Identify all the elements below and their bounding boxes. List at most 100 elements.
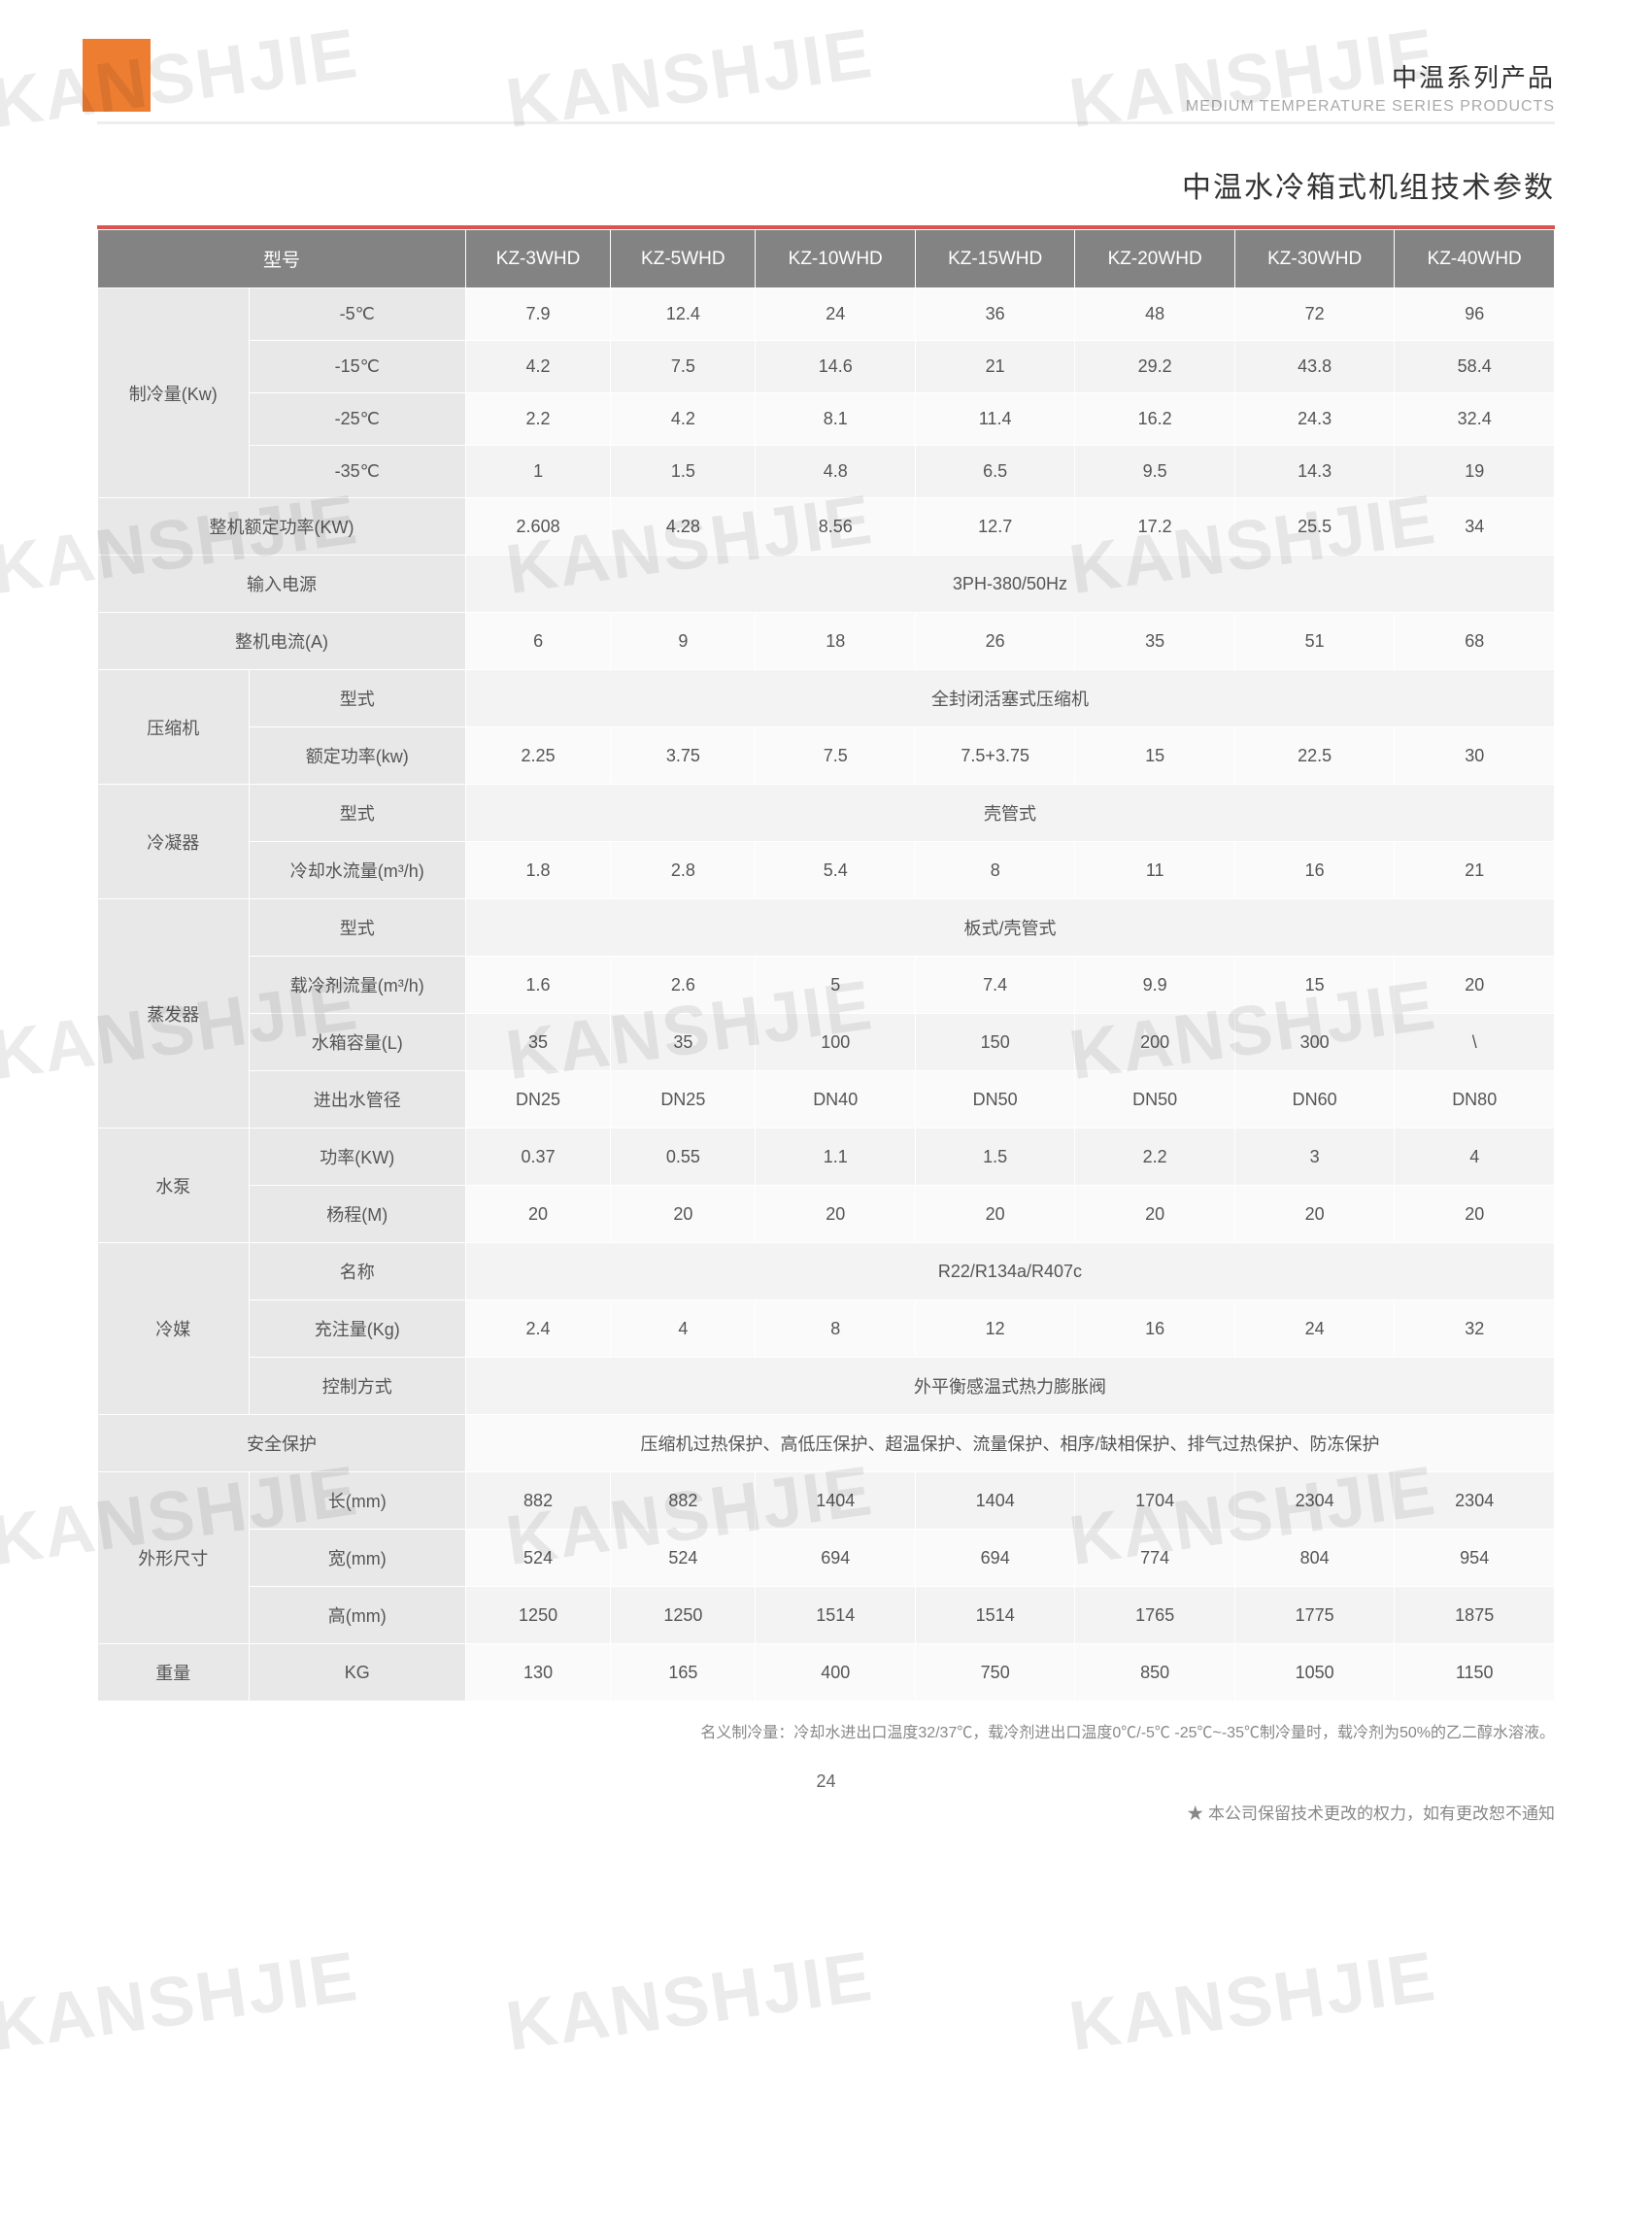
value-cell: 1875: [1395, 1587, 1555, 1644]
value-cell: 22.5: [1234, 727, 1394, 785]
table-row: 水箱容量(L)3535100150200300\: [98, 1014, 1555, 1071]
col-model: KZ-40WHD: [1395, 230, 1555, 288]
row-group: 冷媒: [98, 1243, 250, 1415]
value-cell: 9.5: [1075, 446, 1234, 498]
value-cell: 774: [1075, 1530, 1234, 1587]
table-body: 制冷量(Kw)-5℃7.912.42436487296-15℃4.27.514.…: [98, 288, 1555, 1702]
row-label: 控制方式: [249, 1358, 465, 1415]
table-row: 制冷量(Kw)-5℃7.912.42436487296: [98, 288, 1555, 341]
merged-cell: 外平衡感温式热力膨胀阀: [465, 1358, 1554, 1415]
value-cell: 8: [915, 842, 1074, 899]
value-cell: 2.2: [465, 393, 610, 446]
row-label: -5℃: [249, 288, 465, 341]
value-cell: 20: [465, 1186, 610, 1243]
value-cell: 954: [1395, 1530, 1555, 1587]
value-cell: 7.9: [465, 288, 610, 341]
value-cell: 804: [1234, 1530, 1394, 1587]
table-row: 宽(mm)524524694694774804954: [98, 1530, 1555, 1587]
value-cell: 100: [756, 1014, 915, 1071]
value-cell: 29.2: [1075, 341, 1234, 393]
value-cell: 12.4: [611, 288, 756, 341]
value-cell: 0.55: [611, 1129, 756, 1186]
page-header: 中温系列产品 MEDIUM TEMPERATURE SERIES PRODUCT…: [97, 58, 1555, 124]
table-row: 压缩机型式全封闭活塞式压缩机: [98, 670, 1555, 727]
table-row: 水泵功率(KW)0.370.551.11.52.234: [98, 1129, 1555, 1186]
table-row: 整机额定功率(KW)2.6084.288.5612.717.225.534: [98, 498, 1555, 556]
merged-cell: R22/R134a/R407c: [465, 1243, 1554, 1300]
header-divider: [97, 121, 1555, 124]
row-label: 型式: [249, 670, 465, 727]
row-label: -15℃: [249, 341, 465, 393]
value-cell: 524: [611, 1530, 756, 1587]
value-cell: 130: [465, 1644, 610, 1702]
value-cell: 400: [756, 1644, 915, 1702]
table-row: 冷却水流量(m³/h)1.82.85.48111621: [98, 842, 1555, 899]
value-cell: 9.9: [1075, 957, 1234, 1014]
value-cell: 1404: [915, 1472, 1074, 1530]
table-row: 杨程(M)20202020202020: [98, 1186, 1555, 1243]
value-cell: 21: [915, 341, 1074, 393]
row-label: 功率(KW): [249, 1129, 465, 1186]
series-title-en: MEDIUM TEMPERATURE SERIES PRODUCTS: [97, 98, 1555, 116]
merged-cell: 全封闭活塞式压缩机: [465, 670, 1554, 727]
value-cell: 6.5: [915, 446, 1074, 498]
table-row: 额定功率(kw)2.253.757.57.5+3.751522.530: [98, 727, 1555, 785]
value-cell: 16: [1234, 842, 1394, 899]
value-cell: 2.608: [465, 498, 610, 556]
value-cell: 882: [611, 1472, 756, 1530]
value-cell: 15: [1075, 727, 1234, 785]
value-cell: 43.8: [1234, 341, 1394, 393]
value-cell: 34: [1395, 498, 1555, 556]
value-cell: 16.2: [1075, 393, 1234, 446]
value-cell: DN25: [611, 1071, 756, 1129]
value-cell: 1.5: [915, 1129, 1074, 1186]
value-cell: 1: [465, 446, 610, 498]
value-cell: 24: [1234, 1300, 1394, 1358]
value-cell: 20: [756, 1186, 915, 1243]
value-cell: 7.5+3.75: [915, 727, 1074, 785]
value-cell: 750: [915, 1644, 1074, 1702]
value-cell: 5: [756, 957, 915, 1014]
value-cell: 7.4: [915, 957, 1074, 1014]
disclaimer: ★ 本公司保留技术更改的权力，如有更改恕不通知: [97, 1800, 1555, 1824]
row-label: 杨程(M): [249, 1186, 465, 1243]
row-label: 载冷剂流量(m³/h): [249, 957, 465, 1014]
value-cell: 4.28: [611, 498, 756, 556]
value-cell: 8.1: [756, 393, 915, 446]
value-cell: 300: [1234, 1014, 1394, 1071]
row-group: 水泵: [98, 1129, 250, 1243]
value-cell: \: [1395, 1014, 1555, 1071]
col-model: KZ-20WHD: [1075, 230, 1234, 288]
value-cell: 72: [1234, 288, 1394, 341]
value-cell: 32: [1395, 1300, 1555, 1358]
value-cell: 5.4: [756, 842, 915, 899]
value-cell: 68: [1395, 613, 1555, 670]
value-cell: 694: [915, 1530, 1074, 1587]
value-cell: 7.5: [611, 341, 756, 393]
value-cell: 7.5: [756, 727, 915, 785]
merged-cell: 壳管式: [465, 785, 1554, 842]
value-cell: 2304: [1395, 1472, 1555, 1530]
value-cell: 16: [1075, 1300, 1234, 1358]
value-cell: DN40: [756, 1071, 915, 1129]
value-cell: 32.4: [1395, 393, 1555, 446]
row-label: 长(mm): [249, 1472, 465, 1530]
table-row: 载冷剂流量(m³/h)1.62.657.49.91520: [98, 957, 1555, 1014]
value-cell: 25.5: [1234, 498, 1394, 556]
value-cell: 150: [915, 1014, 1074, 1071]
table-row: -35℃11.54.86.59.514.319: [98, 446, 1555, 498]
table-head: 型号KZ-3WHDKZ-5WHDKZ-10WHDKZ-15WHDKZ-20WHD…: [98, 230, 1555, 288]
value-cell: 2.4: [465, 1300, 610, 1358]
merged-cell: 板式/壳管式: [465, 899, 1554, 957]
value-cell: 3: [1234, 1129, 1394, 1186]
value-cell: 1775: [1234, 1587, 1394, 1644]
value-cell: 2.8: [611, 842, 756, 899]
value-cell: 12.7: [915, 498, 1074, 556]
value-cell: 882: [465, 1472, 610, 1530]
value-cell: 14.3: [1234, 446, 1394, 498]
value-cell: 1514: [756, 1587, 915, 1644]
value-cell: 200: [1075, 1014, 1234, 1071]
row-label: 额定功率(kw): [249, 727, 465, 785]
watermark: KANSHJIE: [501, 1937, 878, 2067]
value-cell: 694: [756, 1530, 915, 1587]
